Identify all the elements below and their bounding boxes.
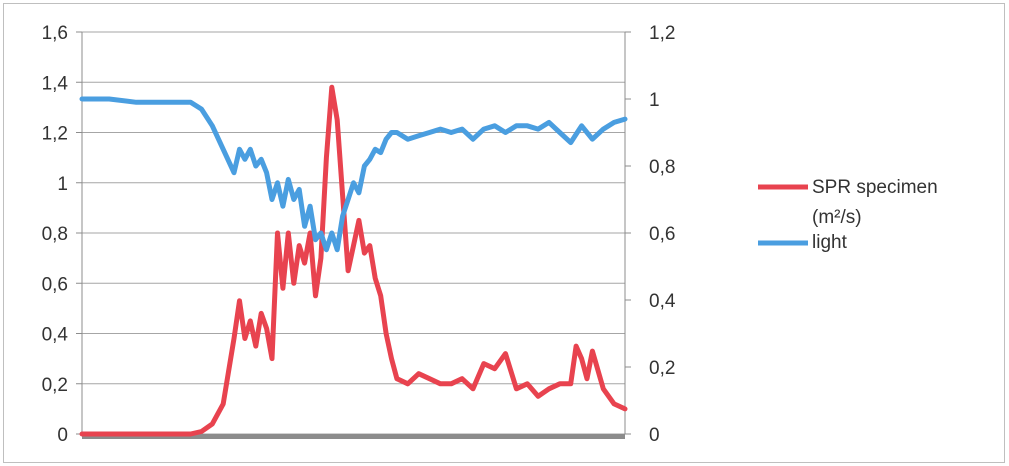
series-line-spr bbox=[79, 84, 628, 437]
right-tick-label: 1 bbox=[649, 90, 660, 111]
legend-label-spr: SPR specimen (m²/s) bbox=[812, 176, 938, 230]
x-axis-baseline bbox=[82, 434, 625, 439]
legend-swatches bbox=[758, 184, 808, 246]
right-tick-label: 0,6 bbox=[649, 224, 675, 245]
left-axis-ticks: 0 0,2 0,4 0,6 0,8 1 1,2 1,4 1,6 bbox=[42, 23, 69, 446]
legend-label-spr-line1: SPR specimen bbox=[812, 177, 938, 198]
left-tick-label: 0 bbox=[57, 425, 68, 446]
left-tick-label: 0,4 bbox=[42, 325, 69, 346]
legend-label-spr-line2: (m²/s) bbox=[812, 207, 862, 228]
legend-label-light: light bbox=[812, 231, 847, 255]
left-tick-label: 0,2 bbox=[42, 375, 68, 396]
left-tick-label: 0,8 bbox=[42, 224, 68, 245]
right-tick-label: 1,2 bbox=[649, 23, 675, 44]
right-tick-label: 0,8 bbox=[649, 157, 675, 178]
right-axis-ticks: 0 0,2 0,4 0,6 0,8 1 1,2 bbox=[649, 23, 676, 446]
legend-label-light-line1: light bbox=[812, 232, 847, 253]
right-tick-label: 0,2 bbox=[649, 358, 675, 379]
left-tick-label: 1 bbox=[57, 174, 68, 195]
left-tick-label: 0,6 bbox=[42, 274, 68, 295]
series-line-light bbox=[79, 96, 628, 253]
right-tick-label: 0 bbox=[649, 425, 660, 446]
series-lines bbox=[79, 84, 628, 437]
left-tick-label: 1,4 bbox=[42, 73, 69, 94]
left-tick-label: 1,6 bbox=[42, 23, 68, 44]
right-tick-label: 0,4 bbox=[649, 291, 676, 312]
left-tick-label: 1,2 bbox=[42, 124, 68, 145]
